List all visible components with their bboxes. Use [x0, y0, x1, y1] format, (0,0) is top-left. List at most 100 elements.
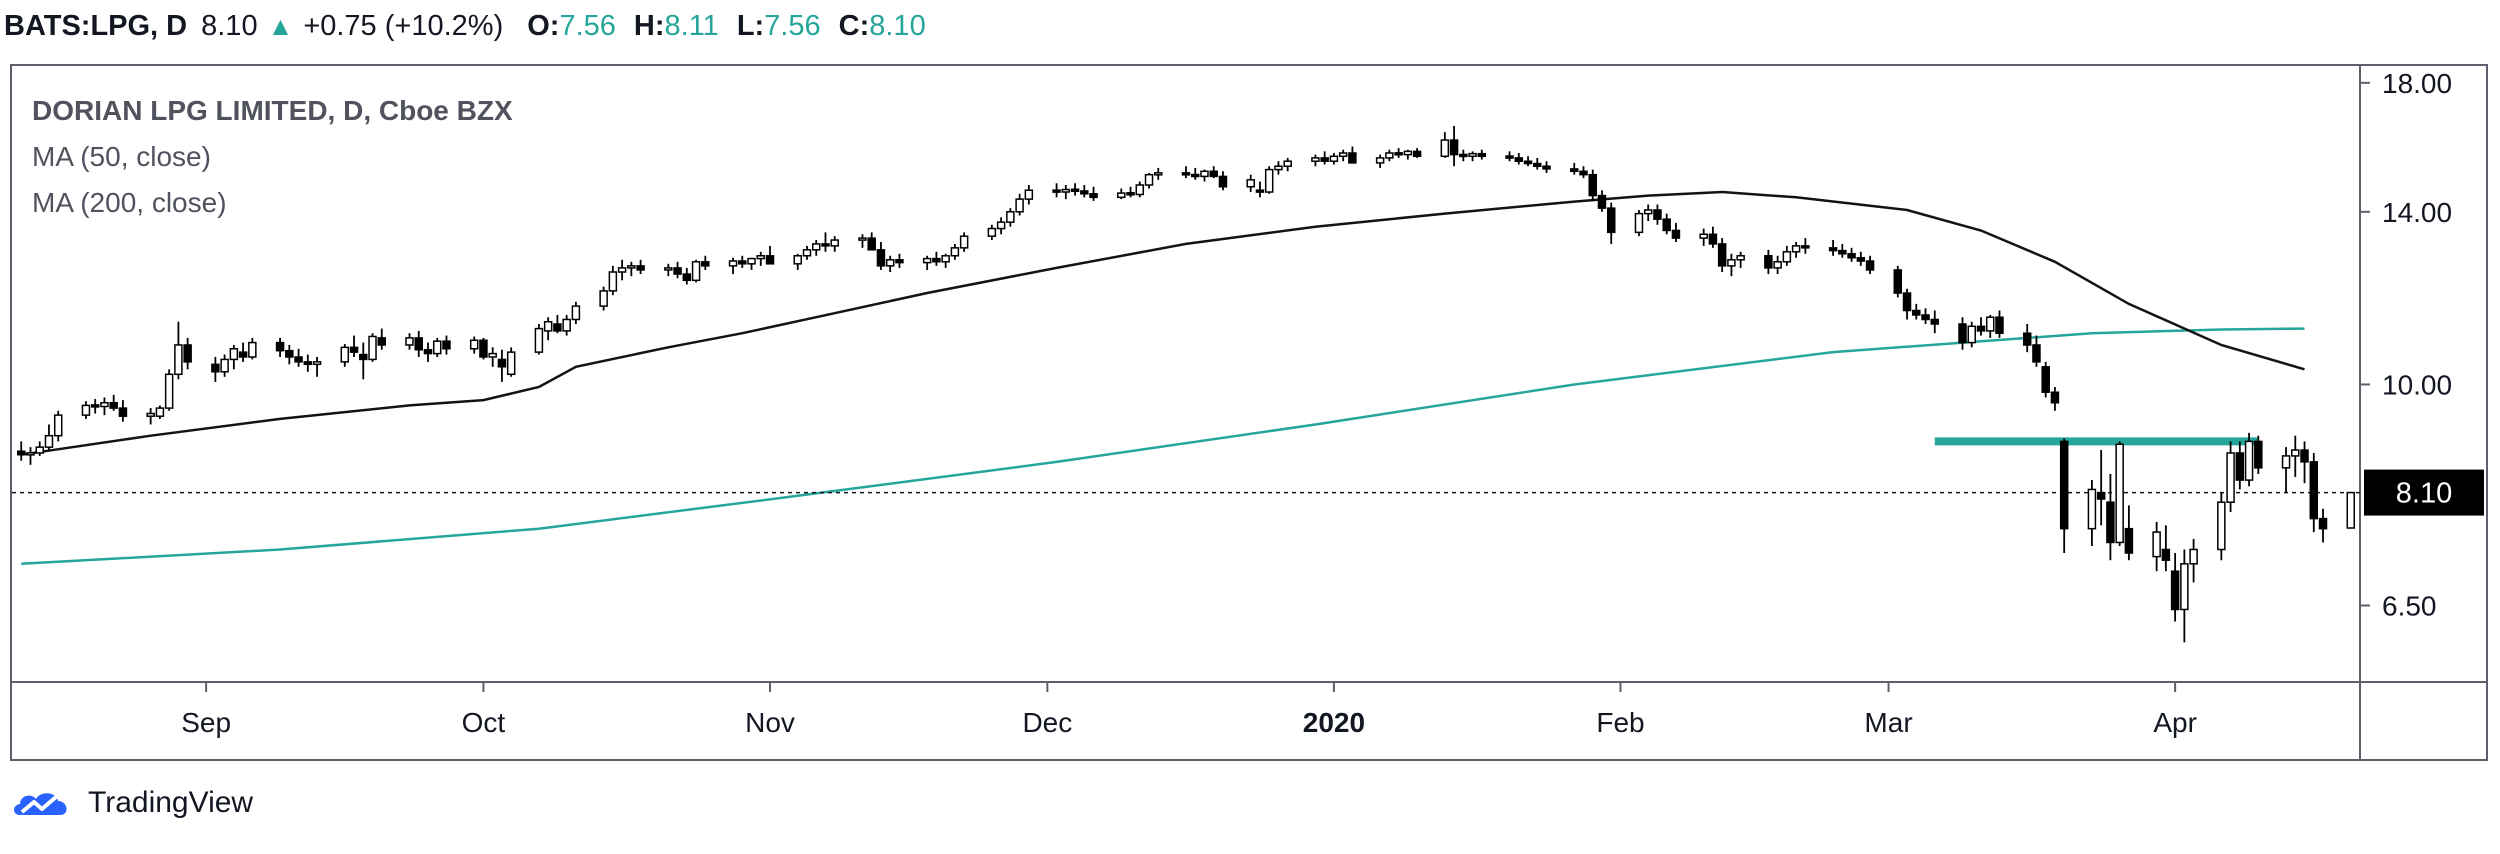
time-tick-label: Nov	[745, 707, 795, 738]
candle-body	[627, 265, 636, 269]
candle-body	[155, 407, 165, 417]
candle-body	[1671, 229, 1681, 239]
candle-body	[1967, 325, 1976, 344]
candle-body	[673, 267, 682, 275]
open-value: 7.56	[559, 9, 616, 42]
candle-body	[821, 243, 830, 247]
candle-body	[1070, 188, 1080, 193]
candle-body	[1348, 152, 1357, 164]
candle-body	[1468, 152, 1477, 158]
brand-name[interactable]: TradingView	[88, 786, 254, 819]
candle-body	[1144, 173, 1154, 186]
candle-body	[1320, 157, 1329, 162]
candle-body	[885, 259, 895, 267]
candle-body	[728, 260, 738, 267]
candle-body	[599, 290, 608, 307]
candle-body	[1080, 190, 1089, 195]
candle-body	[747, 257, 756, 265]
price-tick-label: 10.00	[2382, 369, 2452, 400]
candle-body	[53, 414, 63, 437]
candle-body	[1126, 192, 1135, 196]
candle-body	[1264, 168, 1274, 193]
candle-body	[2115, 443, 2124, 544]
close-label: C:	[838, 9, 870, 42]
candle-body	[442, 340, 451, 350]
candle-body	[1717, 243, 1727, 267]
candle-body	[1246, 179, 1255, 188]
legend-title[interactable]: DORIAN LPG LIMITED, D, Cboe BZX	[32, 95, 513, 126]
candle-body	[2041, 366, 2050, 393]
last-price-badge-label: 8.10	[2396, 478, 2452, 510]
candle-body	[2244, 440, 2254, 481]
candle-body	[368, 335, 377, 361]
symbol-header: BATS:LPG, D 8.10 ▲ +0.75 (+10.2%) O: 7.56…	[4, 6, 944, 46]
candle-body	[35, 446, 44, 454]
candle-body	[1662, 218, 1671, 232]
candle-body	[1311, 157, 1320, 162]
ma50-line	[21, 190, 2305, 456]
close-value: 8.10	[869, 9, 926, 42]
candle-body	[2281, 455, 2291, 469]
candle-body	[497, 358, 507, 368]
candle-body	[922, 257, 932, 264]
candle-body	[802, 249, 812, 257]
candle-body	[1117, 192, 1126, 199]
candle-body	[2032, 344, 2041, 363]
candle-body	[959, 235, 969, 249]
candle-body	[1200, 170, 1209, 178]
candle-body	[811, 243, 821, 251]
candle-body	[950, 247, 960, 257]
candle-body	[1921, 314, 1930, 321]
candle-body	[2217, 501, 2226, 551]
candle-body	[1579, 170, 1588, 176]
price-tick-label: 14.00	[2382, 197, 2452, 228]
candle-body	[608, 271, 618, 292]
candle-body	[636, 265, 645, 271]
candle-body	[1052, 189, 1061, 193]
candle-body	[1708, 233, 1718, 245]
candle-body	[1653, 209, 1662, 220]
candle-body	[1634, 212, 1644, 234]
candle-body	[1588, 173, 1597, 197]
candle-body	[1523, 160, 1533, 165]
candle-body	[294, 356, 303, 363]
candle-body	[81, 404, 91, 416]
candle-body	[830, 239, 839, 247]
candle-body	[423, 348, 433, 355]
candle-body	[2087, 488, 2097, 530]
candle-body	[432, 340, 442, 355]
candle-body	[1283, 160, 1292, 167]
candle-body	[1606, 207, 1616, 234]
candle-body	[1995, 316, 2004, 334]
candle-body	[2235, 452, 2245, 481]
symbol-name[interactable]: BATS:LPG, D	[4, 9, 188, 42]
legend-ma50[interactable]: MA (50, close)	[32, 141, 211, 172]
candle-body	[2189, 548, 2198, 565]
candle-body	[534, 327, 544, 353]
candle-body	[377, 337, 387, 346]
candle-body	[2050, 391, 2060, 404]
candle-body	[1135, 184, 1145, 196]
candle-body	[1865, 260, 1875, 271]
candle-body	[1856, 257, 1866, 262]
candle-body	[359, 353, 368, 361]
candle-body	[100, 401, 109, 408]
candle-body	[2346, 491, 2356, 529]
candle-body	[701, 261, 710, 267]
price-tick-label: 6.50	[2382, 591, 2437, 622]
time-tick-label: Feb	[1596, 707, 1644, 738]
candle-body	[543, 320, 553, 332]
candle-body	[275, 341, 285, 352]
candle-body	[2300, 449, 2309, 463]
candle-body	[506, 351, 516, 376]
candle-body	[1403, 150, 1413, 156]
candle-body	[414, 337, 423, 351]
time-tick-label: Mar	[1864, 707, 1912, 738]
candle-body	[1893, 269, 1903, 294]
candle-body	[1338, 152, 1348, 158]
legend-ma200[interactable]: MA (200, close)	[32, 187, 227, 218]
chart-frame[interactable]	[10, 64, 2488, 761]
candle-body	[2096, 491, 2106, 500]
candle-body	[183, 344, 192, 363]
